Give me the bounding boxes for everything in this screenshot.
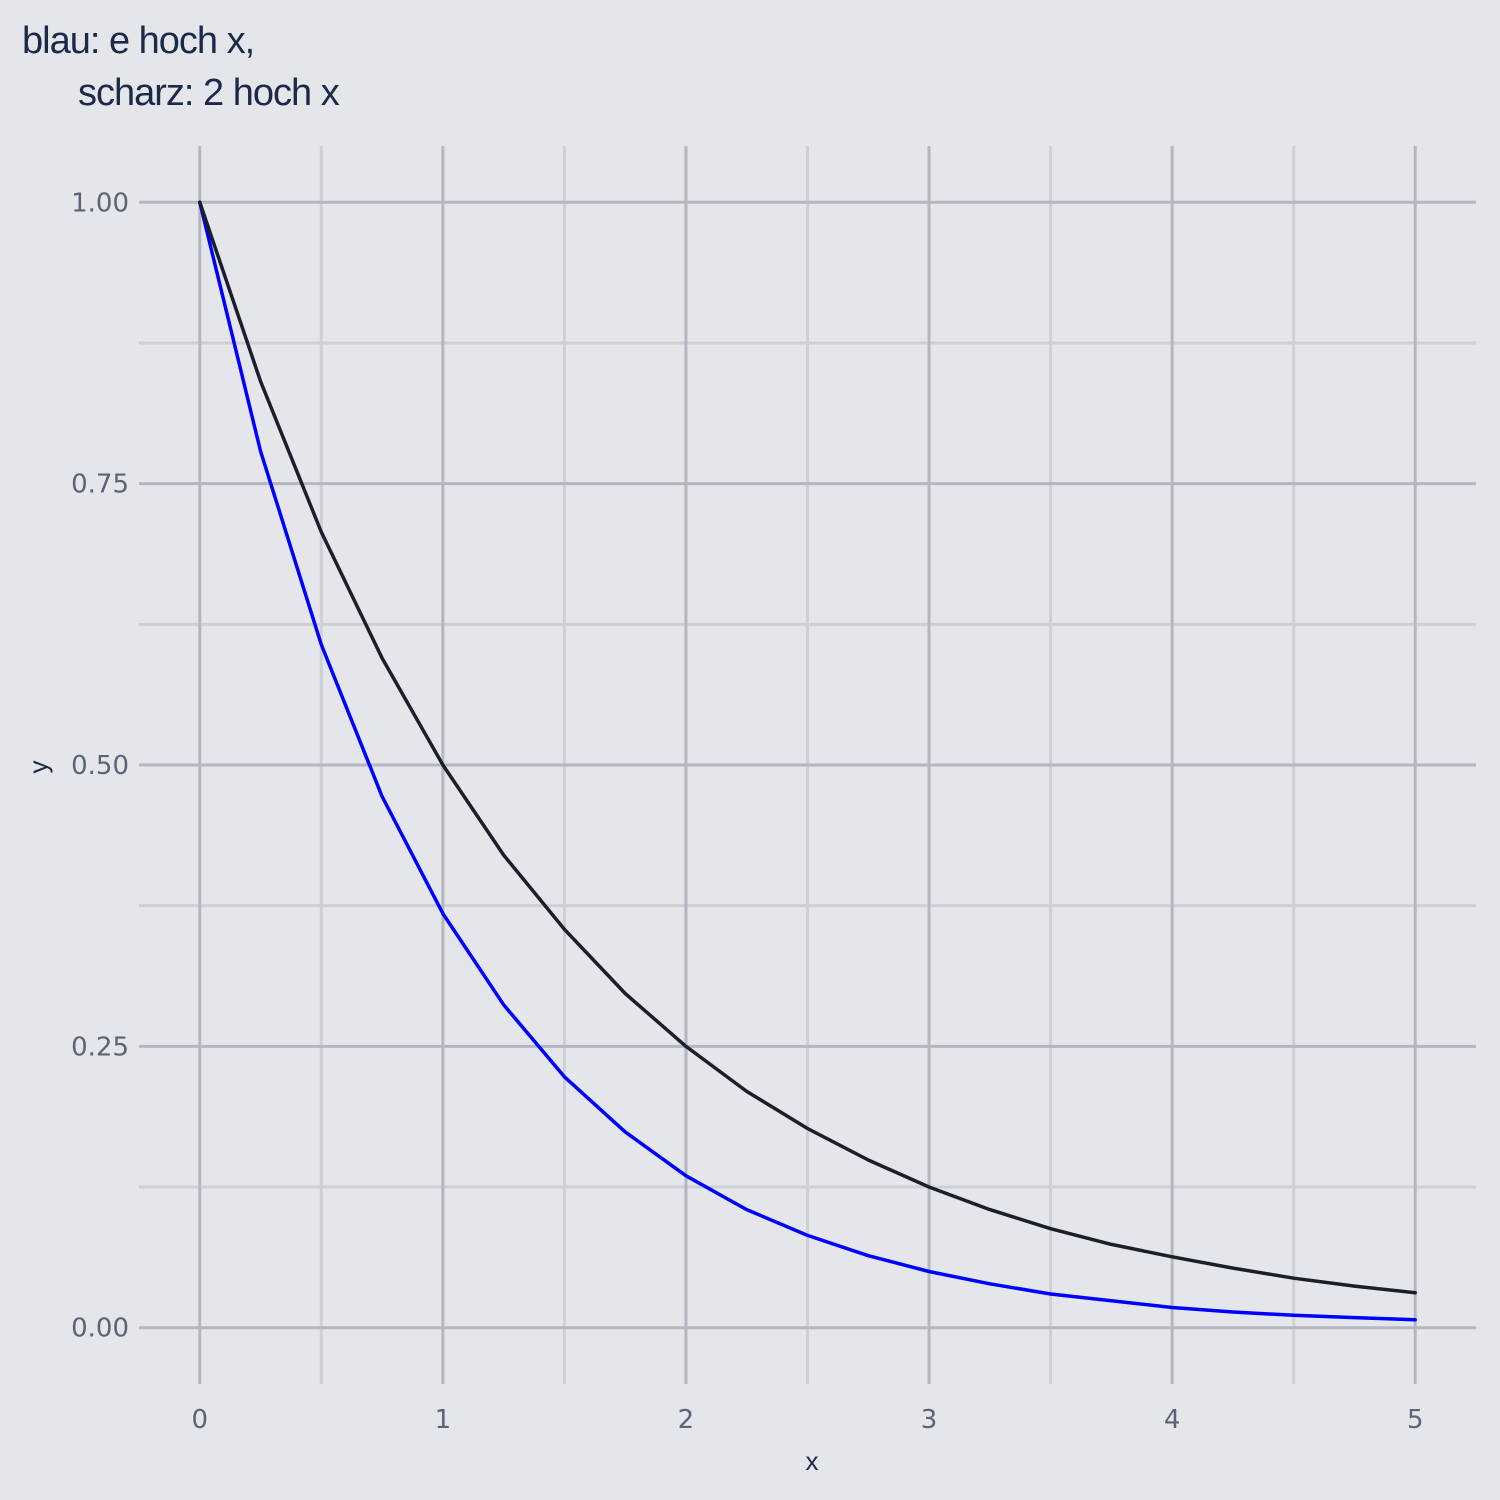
x-tick-label: 2: [678, 1405, 695, 1435]
tick-layer: 0 1 2 3 4 5 0.00 0.25 0.50 0.75 1.00: [71, 188, 1423, 1435]
chart-title-line-1: blau: e hoch x,: [22, 20, 255, 62]
x-tick-label: 5: [1407, 1405, 1424, 1435]
y-tick-label: 0.50: [71, 751, 129, 781]
series-line-2: [198, 200, 1417, 1295]
y-tick-label: 0.00: [71, 1314, 129, 1344]
y-tick-label: 0.75: [71, 470, 129, 500]
y-axis-title: y: [23, 761, 53, 774]
x-axis-title: x: [806, 1446, 819, 1476]
series-layer: [198, 200, 1417, 1322]
x-tick-label: 0: [191, 1405, 208, 1435]
x-tick-label: 1: [435, 1405, 452, 1435]
x-tick-label: 4: [1164, 1405, 1181, 1435]
series-line-1: [198, 200, 1417, 1322]
x-tick-label: 3: [921, 1405, 938, 1435]
y-tick-label: 1.00: [71, 188, 129, 218]
chart-title-line-2: scharz: 2 hoch x: [78, 72, 340, 114]
y-tick-label: 0.25: [71, 1032, 129, 1062]
